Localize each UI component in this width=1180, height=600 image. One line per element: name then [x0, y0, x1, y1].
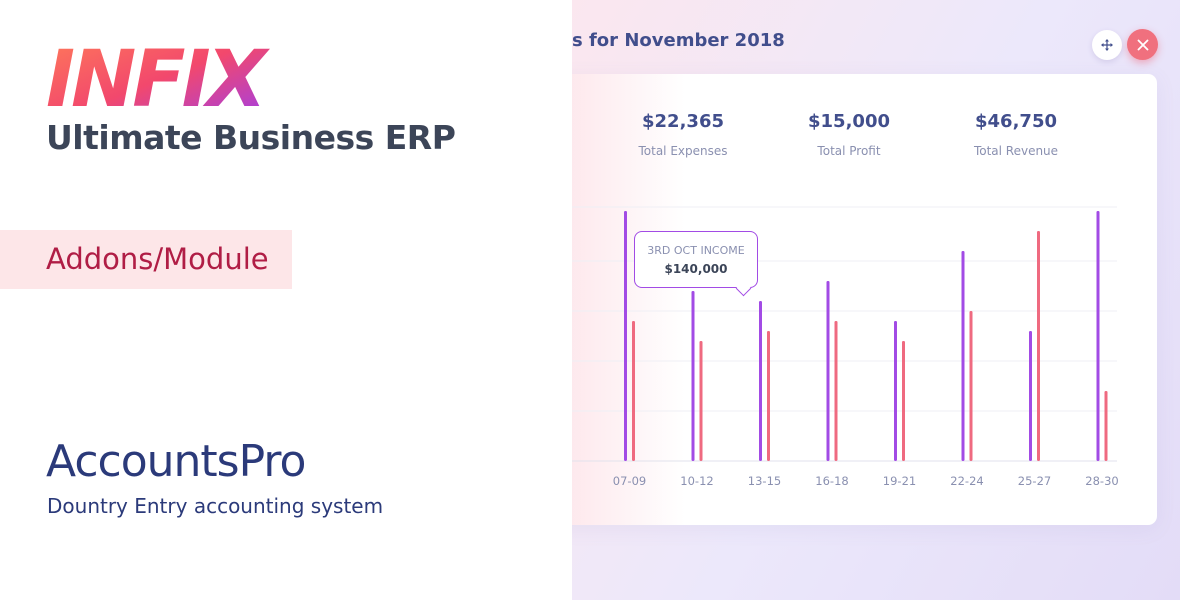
svg-text:INFIX: INFIX: [46, 38, 271, 110]
promo-panel: INFIX Ultimate Business ERP Addons/Modul…: [0, 0, 572, 600]
total-profit-value: $15,000: [808, 111, 890, 132]
x-tick-label: 07-09: [613, 474, 646, 488]
move-icon: [1101, 39, 1113, 51]
x-tick-label: 28-30: [1085, 474, 1118, 488]
income-bar[interactable]: [1096, 211, 1100, 461]
x-tick-label: 10-12: [680, 474, 713, 488]
infix-logo: INFIX: [46, 35, 286, 125]
expense-bar[interactable]: [699, 341, 703, 461]
expense-bar[interactable]: [632, 321, 635, 461]
total-revenue-value: $46,750: [975, 111, 1057, 132]
total-revenue-label: Total Revenue: [973, 144, 1059, 158]
income-bar[interactable]: [691, 291, 695, 461]
income-bar-chart: 607-0910-1213-1516-1819-2122-2425-2728-3…: [572, 206, 1119, 488]
total-expenses-value: $22,365: [642, 111, 724, 132]
x-tick-label: 22-24: [950, 474, 983, 488]
addon-tag-label: Addons/Module: [46, 242, 269, 276]
expense-bar[interactable]: [902, 341, 905, 461]
income-bar[interactable]: [759, 301, 762, 461]
income-card: [572, 74, 1157, 525]
product-description: Dountry Entry accounting system: [47, 494, 384, 518]
chart-tooltip: 3RD OCT INCOME $140,000: [634, 231, 758, 288]
income-bar[interactable]: [894, 321, 897, 461]
x-tick-label: 25-27: [1018, 474, 1051, 488]
infix-logo-graphic: INFIX: [46, 35, 275, 125]
income-bar[interactable]: [624, 211, 627, 461]
x-tick-label: 16-18: [815, 474, 848, 488]
tooltip-label: 3RD OCT INCOME: [647, 244, 745, 257]
x-tick-label: 13-15: [748, 474, 781, 488]
x-tick-label: 19-21: [883, 474, 916, 488]
addon-tag: Addons/Module: [0, 230, 292, 289]
product-subtitle: Ultimate Business ERP: [46, 118, 456, 157]
close-button[interactable]: [1127, 29, 1158, 60]
tooltip-value: $140,000: [664, 262, 728, 276]
total-expenses-label: Total Expenses: [638, 144, 728, 158]
expense-bar[interactable]: [1037, 231, 1040, 461]
expense-bar[interactable]: [969, 311, 973, 461]
close-icon: [1137, 39, 1148, 50]
panel-title: s for November 2018: [572, 30, 785, 51]
dashboard-preview: s for November 2018 $22,365 Total Expens…: [572, 0, 1180, 600]
income-bar[interactable]: [1029, 331, 1032, 461]
expense-bar[interactable]: [1104, 391, 1108, 461]
move-button[interactable]: [1092, 30, 1122, 60]
total-profit-label: Total Profit: [817, 144, 881, 158]
income-bar[interactable]: [826, 281, 830, 461]
income-bar[interactable]: [961, 251, 965, 461]
expense-bar[interactable]: [767, 331, 770, 461]
product-name: AccountsPro: [46, 436, 306, 487]
expense-bar[interactable]: [834, 321, 838, 461]
